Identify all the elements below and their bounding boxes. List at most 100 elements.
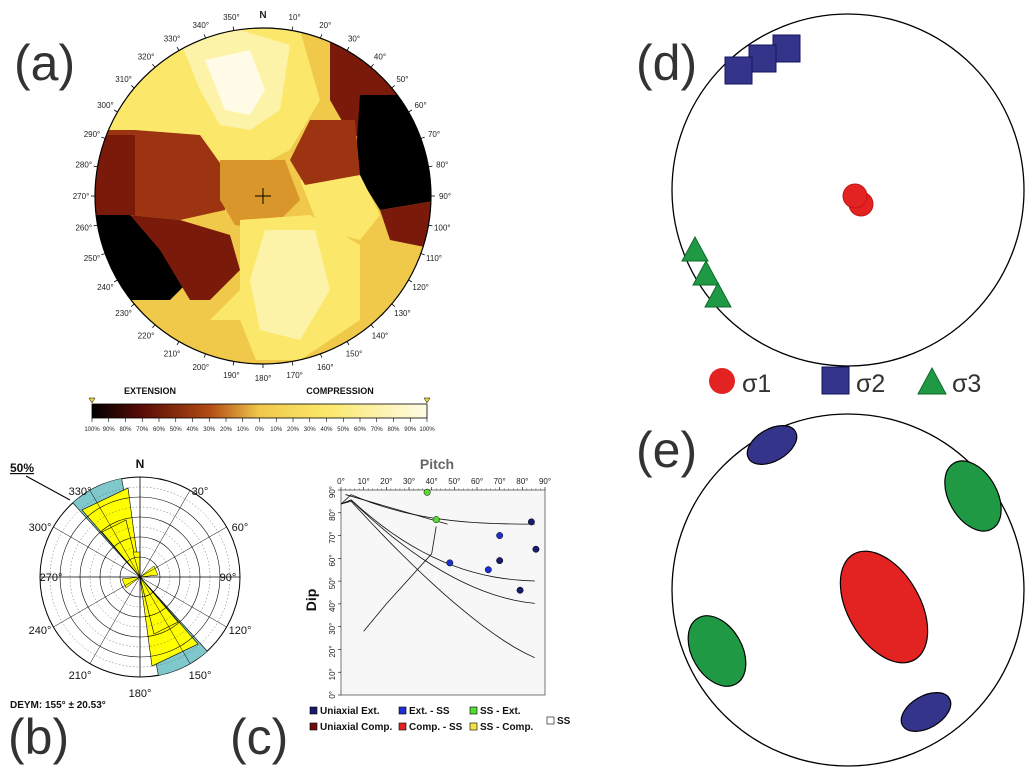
rose-scale-pointer xyxy=(25,475,71,501)
scale-tick-label: 10% xyxy=(270,427,283,433)
panel-d-legend: σ1 σ2 σ3 xyxy=(709,366,981,398)
scale-tick-label: 0% xyxy=(255,427,264,433)
legend-swatch xyxy=(398,706,407,715)
sigma2-confidence-ellipse xyxy=(900,692,952,732)
azimuth-label: 230° xyxy=(115,309,132,318)
scale-tick-labels: 100% 90% 80% 70% 60% 50% 40% 30% 20% 10% 0% 10% 20% 3… xyxy=(84,418,435,433)
sigma1-confidence-ellipse xyxy=(839,550,929,664)
azimuth-label: 50° xyxy=(396,75,408,84)
legend-label: Uniaxial Ext. xyxy=(320,706,380,717)
azimuth-label: 20° xyxy=(319,21,331,30)
fault-data-point xyxy=(527,518,535,526)
sigma2-confidence-ellipse xyxy=(746,425,798,465)
dip-tick-label: 10° xyxy=(328,668,337,680)
scale-extension-label: EXTENSION xyxy=(124,386,176,396)
legend-swatch xyxy=(469,706,478,715)
sigma3-marker xyxy=(704,281,732,308)
rose-angle-label: 150° xyxy=(189,670,212,682)
azimuth-label: 320° xyxy=(138,53,155,62)
legend-label: Uniaxial Comp. xyxy=(320,722,392,733)
rose-footer: DEYM: 155° ± 20.53° xyxy=(10,700,106,711)
scale-tick-label: 60% xyxy=(153,427,166,433)
azimuth-label: 200° xyxy=(192,363,209,372)
scale-tick-label: 100% xyxy=(419,427,435,433)
color-scale-bar xyxy=(91,403,428,419)
sigma2-legend-icon xyxy=(821,366,850,395)
scale-tick-label: 90% xyxy=(103,427,116,433)
scale-tick-label: 10% xyxy=(237,427,250,433)
scale-tick-label: 50% xyxy=(337,427,350,433)
dip-tick-label: 20° xyxy=(328,645,337,657)
rose-angle-label: 240° xyxy=(29,625,52,637)
scale-tick-label: 70% xyxy=(136,427,149,433)
fault-data-point xyxy=(496,557,504,565)
azimuth-label: 140° xyxy=(372,331,389,340)
panel-e-label: (e) xyxy=(636,422,698,478)
legend-label: Comp. - SS xyxy=(409,722,463,733)
dip-tick-label: 30° xyxy=(328,623,337,635)
sigma3-legend-icon xyxy=(917,366,947,395)
rose-angle-label: 90° xyxy=(220,572,237,584)
panel-e-stereonet xyxy=(671,413,1025,767)
azimuth-label: 290° xyxy=(84,130,101,139)
scale-tick-label: 30% xyxy=(304,427,317,433)
rose-angle-labels: 30° 60° 90° 120° 150° 180° 210° 240° 270° 300° 330… xyxy=(29,486,252,700)
dip-tick-label: 80° xyxy=(328,509,337,521)
azimuth-label: 300° xyxy=(97,101,114,110)
sigma1-legend-label: σ1 xyxy=(742,370,771,398)
panel-c-legend: Uniaxial Ext. Ext. - SS SS - Ext. SS Uniaxia… xyxy=(309,706,571,733)
azimuth-label: 340° xyxy=(192,21,209,30)
sigma3-legend-label: σ3 xyxy=(952,370,981,398)
legend-swatch xyxy=(398,722,407,731)
panel-d-label: (d) xyxy=(636,35,698,91)
azimuth-label: 90° xyxy=(439,192,451,201)
scale-tick-label: 100% xyxy=(84,427,100,433)
dip-tick-label: 0° xyxy=(328,691,337,699)
sigma2-legend-label: σ2 xyxy=(856,370,885,398)
azimuth-label: 310° xyxy=(115,75,132,84)
azimuth-label: 80° xyxy=(436,160,448,169)
azimuth-label: 70° xyxy=(428,130,440,139)
pitch-tick-label: 60° xyxy=(471,477,483,486)
pitch-tick-label: 80° xyxy=(516,477,528,486)
scale-tick-label: 40% xyxy=(186,427,199,433)
sigma3-confidence-ellipse xyxy=(944,460,1002,532)
scale-tick-label: 90% xyxy=(404,427,417,433)
azimuth-label: 170° xyxy=(286,371,303,380)
pitch-tick-label: 20° xyxy=(380,477,392,486)
dip-tick-label: 40° xyxy=(328,600,337,612)
azimuth-label: 250° xyxy=(84,254,101,263)
pitch-tick-label: 30° xyxy=(403,477,415,486)
fault-data-point xyxy=(532,545,540,553)
panel-b-rose-diagram xyxy=(39,476,241,678)
azimuth-label: 330° xyxy=(164,34,181,43)
rose-angle-label: 270° xyxy=(40,572,63,584)
scale-tick-label: 30% xyxy=(203,427,216,433)
azimuth-label: 30° xyxy=(348,34,360,43)
azimuth-label: 120° xyxy=(412,283,429,292)
azimuth-label: 210° xyxy=(164,350,181,359)
rose-north-label: N xyxy=(136,457,145,471)
azimuth-label: 100° xyxy=(434,224,451,233)
legend-swatch xyxy=(469,722,478,731)
panel-b-label: (b) xyxy=(8,709,70,765)
azimuth-label: 240° xyxy=(97,283,114,292)
sigma3-marker xyxy=(692,259,720,286)
fault-data-point xyxy=(446,559,454,567)
legend-label: Ext. - SS xyxy=(409,706,450,717)
dip-tick-label: 90° xyxy=(328,486,337,498)
fault-data-point xyxy=(432,516,440,524)
azimuth-label: 160° xyxy=(317,363,334,372)
sigma1-marker xyxy=(842,183,868,209)
panel-d-stereonet xyxy=(671,13,1025,367)
scale-marker-right-icon xyxy=(423,397,431,404)
dip-axis-title: Dip xyxy=(303,589,319,612)
legend-swatch xyxy=(546,716,555,725)
pitch-tick-label: 40° xyxy=(426,477,438,486)
azimuth-label: 180° xyxy=(255,374,272,383)
pitch-tick-label: 50° xyxy=(448,477,460,486)
azimuth-label: 60° xyxy=(415,101,427,110)
legend-label: SS - Ext. xyxy=(480,706,521,717)
sigma2-marker xyxy=(772,34,801,63)
